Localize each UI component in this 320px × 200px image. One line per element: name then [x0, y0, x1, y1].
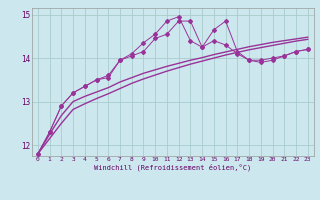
X-axis label: Windchill (Refroidissement éolien,°C): Windchill (Refroidissement éolien,°C) [94, 164, 252, 171]
